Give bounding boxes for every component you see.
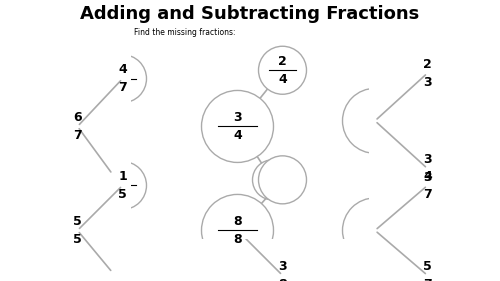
- Text: 4: 4: [118, 63, 127, 76]
- Text: 5: 5: [73, 215, 82, 228]
- Ellipse shape: [342, 88, 407, 153]
- Ellipse shape: [98, 162, 146, 209]
- Text: 8: 8: [233, 233, 242, 246]
- Ellipse shape: [262, 255, 302, 281]
- Text: 5: 5: [423, 260, 432, 273]
- Text: 3: 3: [423, 171, 432, 184]
- Text: 3: 3: [233, 111, 242, 124]
- Ellipse shape: [258, 156, 306, 204]
- Text: 2: 2: [278, 55, 287, 68]
- Ellipse shape: [342, 198, 407, 263]
- Text: 3: 3: [423, 76, 432, 89]
- Text: 8: 8: [278, 278, 287, 281]
- Ellipse shape: [92, 253, 132, 281]
- Text: 7: 7: [423, 278, 432, 281]
- Ellipse shape: [202, 194, 274, 266]
- Text: 2: 2: [423, 58, 432, 71]
- Ellipse shape: [404, 49, 452, 97]
- Text: 5: 5: [118, 188, 127, 201]
- Ellipse shape: [98, 55, 146, 103]
- Text: 7: 7: [73, 129, 82, 142]
- Ellipse shape: [42, 90, 114, 162]
- Ellipse shape: [252, 160, 292, 200]
- Text: 1: 1: [118, 170, 127, 183]
- Text: 3: 3: [278, 260, 287, 273]
- Text: 7: 7: [118, 81, 127, 94]
- Ellipse shape: [258, 46, 306, 94]
- Text: Find the missing fractions:: Find the missing fractions:: [134, 28, 235, 37]
- Text: 5: 5: [73, 233, 82, 246]
- Ellipse shape: [408, 149, 448, 189]
- Text: 8: 8: [233, 215, 242, 228]
- Text: 4: 4: [423, 170, 432, 183]
- Text: 7: 7: [423, 188, 432, 201]
- Text: 4: 4: [278, 73, 287, 86]
- Ellipse shape: [42, 194, 114, 266]
- Text: Adding and Subtracting Fractions: Adding and Subtracting Fractions: [80, 5, 419, 23]
- Ellipse shape: [92, 154, 132, 194]
- Text: 3: 3: [423, 153, 432, 166]
- Ellipse shape: [404, 162, 452, 209]
- Text: 4: 4: [233, 129, 242, 142]
- Ellipse shape: [408, 255, 448, 281]
- Text: 6: 6: [73, 111, 82, 124]
- Ellipse shape: [202, 90, 274, 162]
